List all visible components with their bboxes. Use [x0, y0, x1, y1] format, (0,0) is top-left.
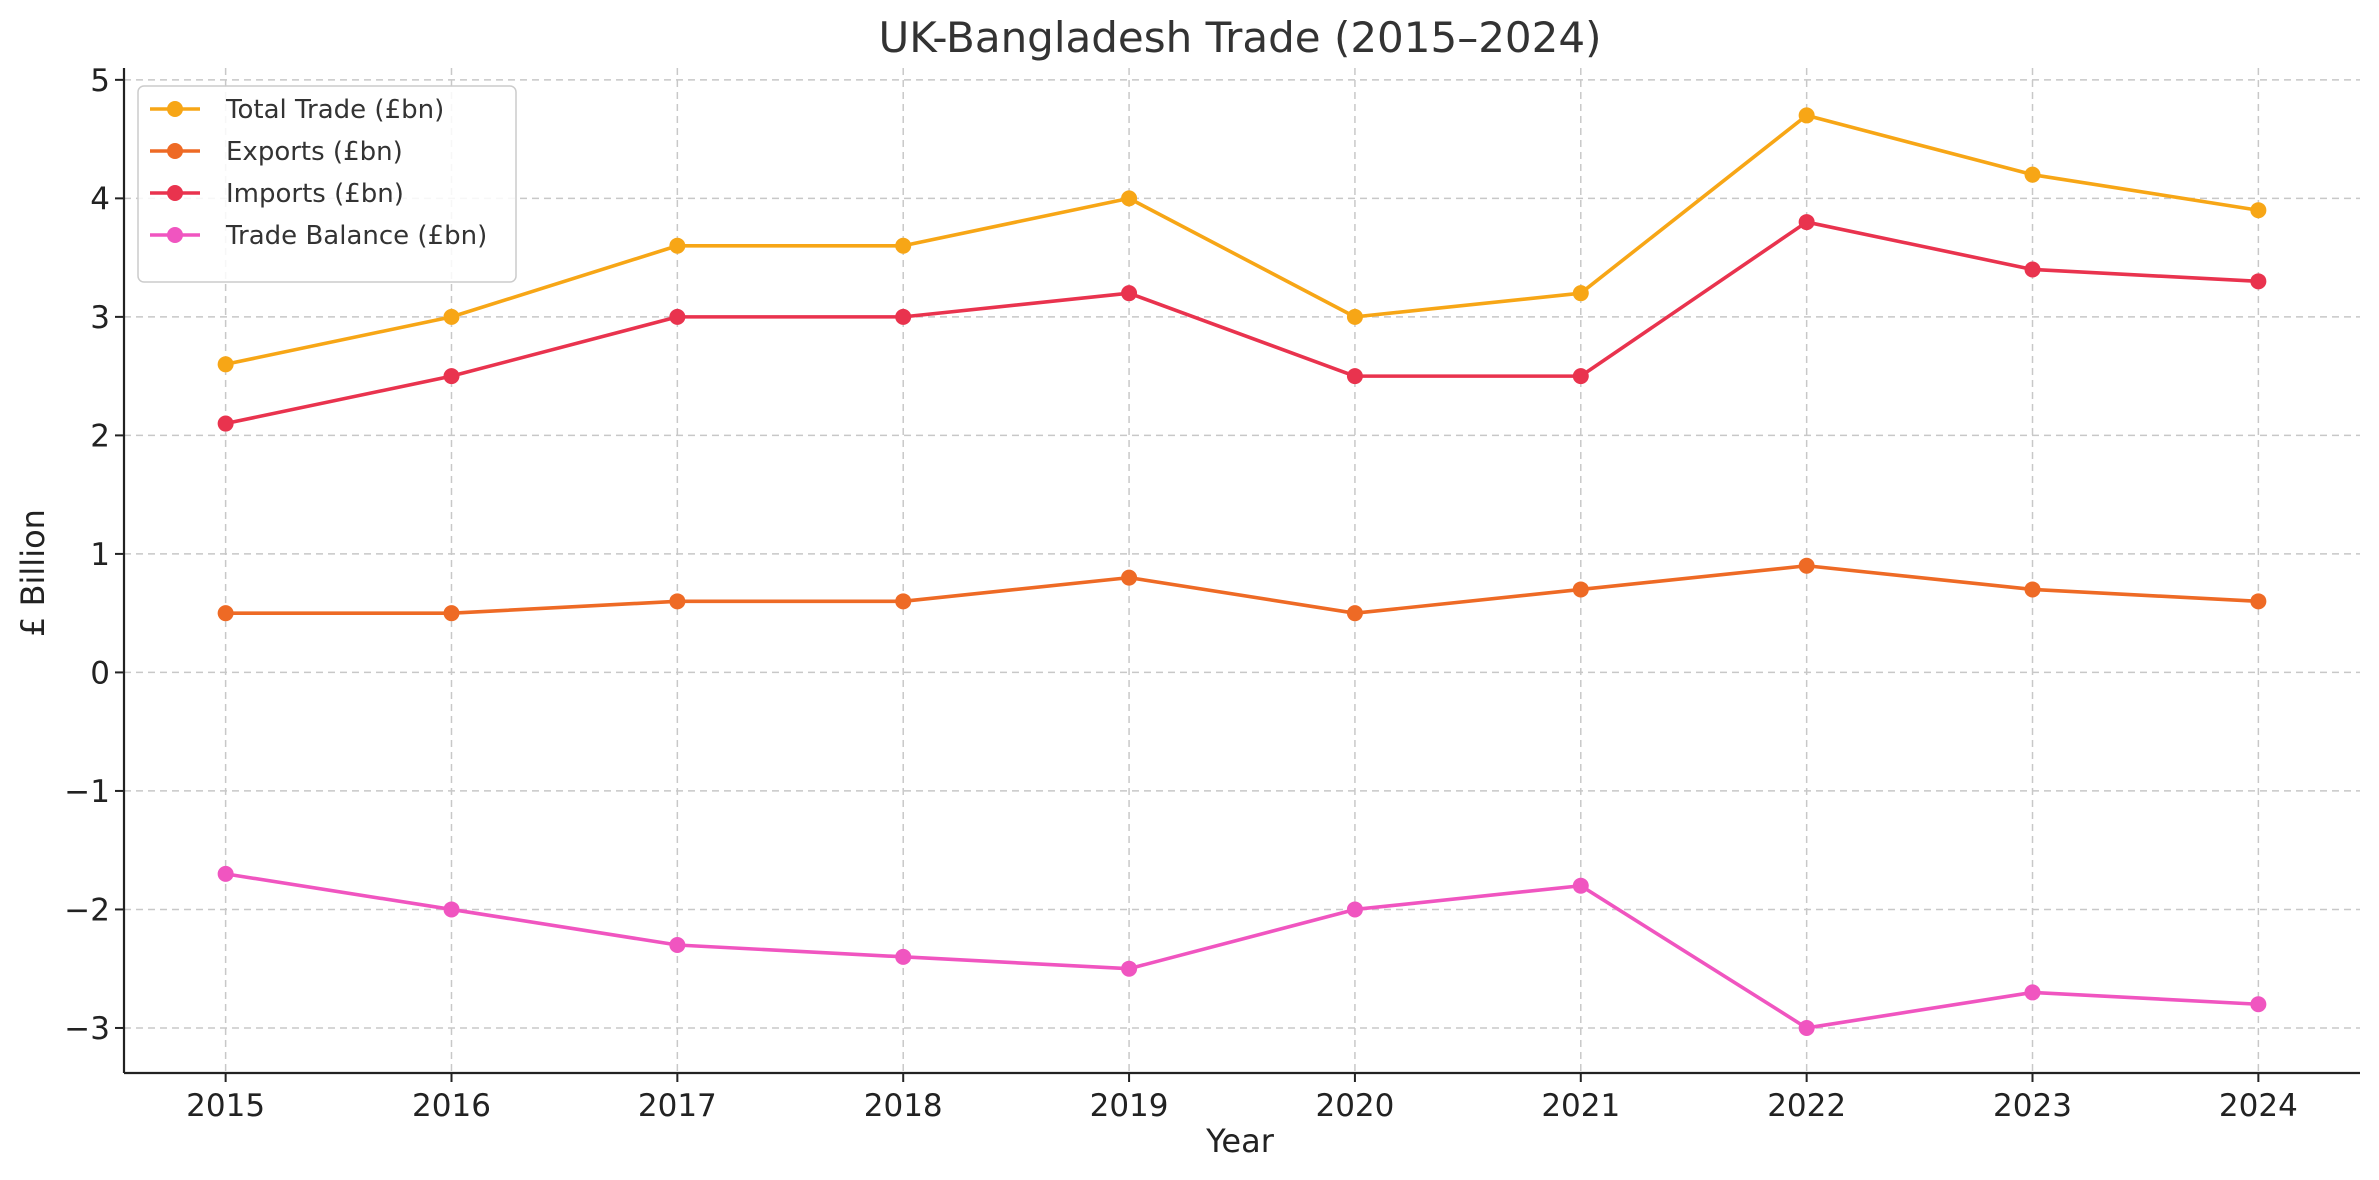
legend-swatch-marker — [167, 101, 183, 117]
data-point — [1346, 901, 1363, 918]
data-point — [1798, 1019, 1815, 1036]
y-tick-label: 0 — [90, 655, 110, 691]
series-line — [225, 563, 2259, 615]
y-tick-label: 4 — [90, 181, 110, 217]
data-point — [2024, 984, 2041, 1001]
data-point — [2250, 273, 2267, 290]
x-tick-label: 2018 — [864, 1088, 943, 1124]
y-tick-label: −2 — [64, 892, 110, 928]
data-point — [895, 308, 912, 325]
x-tick-label: 2019 — [1090, 1088, 1169, 1124]
data-point — [669, 937, 686, 954]
data-point — [1572, 368, 1589, 385]
y-tick-label: 1 — [90, 537, 110, 573]
y-tick-label: 3 — [90, 300, 110, 336]
x-tick-label: 2021 — [1541, 1088, 1620, 1124]
data-point — [1572, 581, 1589, 598]
x-tick-label: 2024 — [2219, 1088, 2298, 1124]
data-point — [669, 308, 686, 325]
data-point — [1121, 569, 1138, 586]
legend-item: Imports (£bn) — [150, 179, 404, 209]
data-point — [1121, 285, 1138, 302]
legend-swatch-marker — [167, 227, 183, 243]
legend-box — [137, 85, 517, 283]
data-point — [1346, 368, 1363, 385]
data-point — [217, 356, 234, 373]
data-point — [2250, 202, 2267, 219]
legend-label: Total Trade (£bn) — [225, 95, 444, 125]
x-tick-label: 2022 — [1767, 1088, 1846, 1124]
data-point — [217, 865, 234, 882]
series-line — [225, 113, 2259, 367]
y-tick-label: −1 — [64, 774, 110, 810]
legend-label: Exports (£bn) — [226, 137, 403, 167]
data-point — [2250, 593, 2267, 610]
data-point — [669, 237, 686, 254]
data-point — [1346, 605, 1363, 622]
x-tick-label: 2016 — [412, 1088, 491, 1124]
series-line — [225, 220, 2259, 426]
data-point — [895, 237, 912, 254]
series-line — [225, 872, 2259, 1030]
legend-item: Total Trade (£bn) — [150, 95, 444, 125]
data-point — [443, 308, 460, 325]
data-point — [217, 415, 234, 432]
axes: 2015 2016 2017 2018 2019 2020 2021 2022 2023 2024… — [64, 63, 2360, 1124]
data-point — [2024, 261, 2041, 278]
y-tick-label: 5 — [90, 63, 110, 99]
x-tick-label: 2023 — [1993, 1088, 2072, 1124]
legend-label: Trade Balance (£bn) — [225, 221, 487, 251]
x-tick-label: 2017 — [638, 1088, 717, 1124]
y-tick-label: 2 — [90, 418, 110, 454]
x-tick-label: 2015 — [186, 1088, 265, 1124]
series-1 — [217, 107, 2267, 373]
data-point — [895, 593, 912, 610]
data-point — [1572, 285, 1589, 302]
data-point — [895, 948, 912, 965]
legend: Total Trade (£bn) Exports (£bn) Imports (£… — [137, 85, 517, 283]
data-point — [1121, 190, 1138, 207]
data-point — [1798, 214, 1815, 231]
legend-item: Trade Balance (£bn) — [150, 221, 487, 251]
data-point — [1121, 960, 1138, 977]
data-point — [2250, 996, 2267, 1013]
chart-title: UK-Bangladesh Trade (2015–2024) — [878, 13, 1601, 62]
series — [217, 107, 2267, 1036]
data-point — [2024, 166, 2041, 183]
series-4 — [217, 865, 2267, 1036]
data-point — [1798, 557, 1815, 574]
data-point — [217, 605, 234, 622]
x-axis-label: Year — [1205, 1122, 1275, 1160]
x-tick-label: 2020 — [1315, 1088, 1394, 1124]
y-axis-label: £ Billion — [14, 509, 52, 637]
data-point — [1346, 308, 1363, 325]
data-point — [1798, 107, 1815, 124]
data-point — [2024, 581, 2041, 598]
data-point — [443, 605, 460, 622]
series-2 — [217, 557, 2267, 622]
data-point — [1572, 877, 1589, 894]
data-point — [443, 901, 460, 918]
data-point — [443, 368, 460, 385]
grid — [124, 68, 2360, 1073]
legend-swatch-marker — [167, 185, 183, 201]
y-tick-label: −3 — [64, 1011, 110, 1047]
legend-label: Imports (£bn) — [226, 179, 404, 209]
legend-item: Exports (£bn) — [150, 137, 403, 167]
series-3 — [217, 214, 2267, 432]
data-point — [669, 593, 686, 610]
legend-swatch-marker — [167, 143, 183, 159]
